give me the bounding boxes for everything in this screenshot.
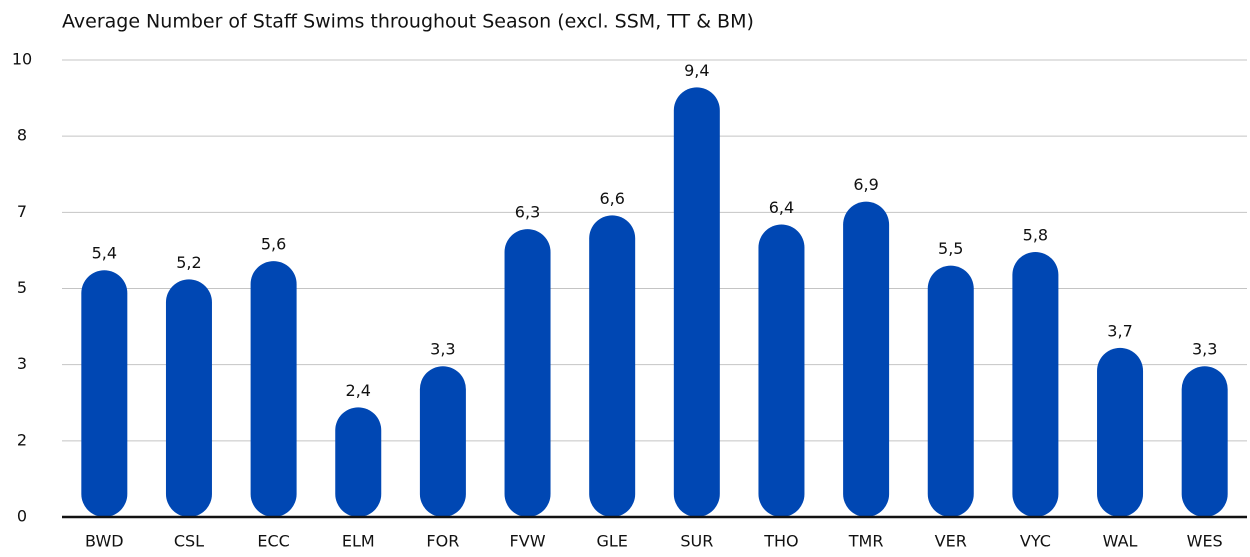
data-label: 6,4 [769, 198, 794, 217]
bar [250, 261, 297, 517]
x-tick-label: FVW [510, 532, 546, 551]
y-tick-label: 0 [17, 507, 27, 526]
y-tick-label: 10 [12, 50, 32, 69]
y-tick-label: 3 [17, 354, 27, 373]
x-tick-label: VYC [1020, 532, 1051, 551]
data-label: 3,3 [430, 340, 455, 359]
data-label: 5,6 [261, 235, 286, 254]
bar [1181, 366, 1228, 517]
data-label: 9,4 [684, 61, 709, 80]
data-label: 3,3 [1192, 340, 1217, 359]
data-label: 5,5 [938, 239, 963, 258]
x-tick-label: GLE [596, 532, 627, 551]
bar [927, 265, 974, 517]
x-tick-label: FOR [426, 532, 459, 551]
bar [81, 270, 128, 517]
x-tick-label: SUR [680, 532, 713, 551]
data-label: 3,7 [1107, 321, 1132, 340]
data-label: 6,3 [515, 203, 540, 222]
y-tick-label: 7 [17, 202, 27, 221]
y-tick-label: 8 [17, 126, 27, 145]
y-tick-label: 5 [17, 278, 27, 297]
x-tick-label: VER [935, 532, 967, 551]
bar [504, 229, 551, 517]
data-label: 5,2 [176, 253, 201, 272]
x-tick-label: WES [1187, 532, 1223, 551]
data-label: 5,4 [92, 244, 117, 263]
bar [419, 366, 466, 517]
bar [1012, 251, 1059, 517]
x-tick-label: ELM [342, 532, 375, 551]
bar [758, 224, 805, 517]
bar [335, 407, 382, 517]
x-tick-label: TMR [848, 532, 884, 551]
x-tick-label: WAL [1103, 532, 1138, 551]
y-tick-label: 2 [17, 430, 27, 449]
chart-title: Average Number of Staff Swims throughout… [62, 11, 754, 33]
data-label: 5,8 [1023, 225, 1048, 244]
data-label: 6,6 [599, 189, 624, 208]
bar [589, 215, 636, 517]
bar [1097, 347, 1144, 517]
x-tick-label: THO [763, 532, 798, 551]
x-tick-label: ECC [257, 532, 289, 551]
x-tick-label: BWD [85, 532, 124, 551]
data-label: 6,9 [853, 175, 878, 194]
bar [843, 201, 890, 518]
data-label: 2,4 [346, 381, 371, 400]
bar [673, 87, 720, 518]
x-tick-label: CSL [174, 532, 204, 551]
bar [165, 279, 212, 517]
